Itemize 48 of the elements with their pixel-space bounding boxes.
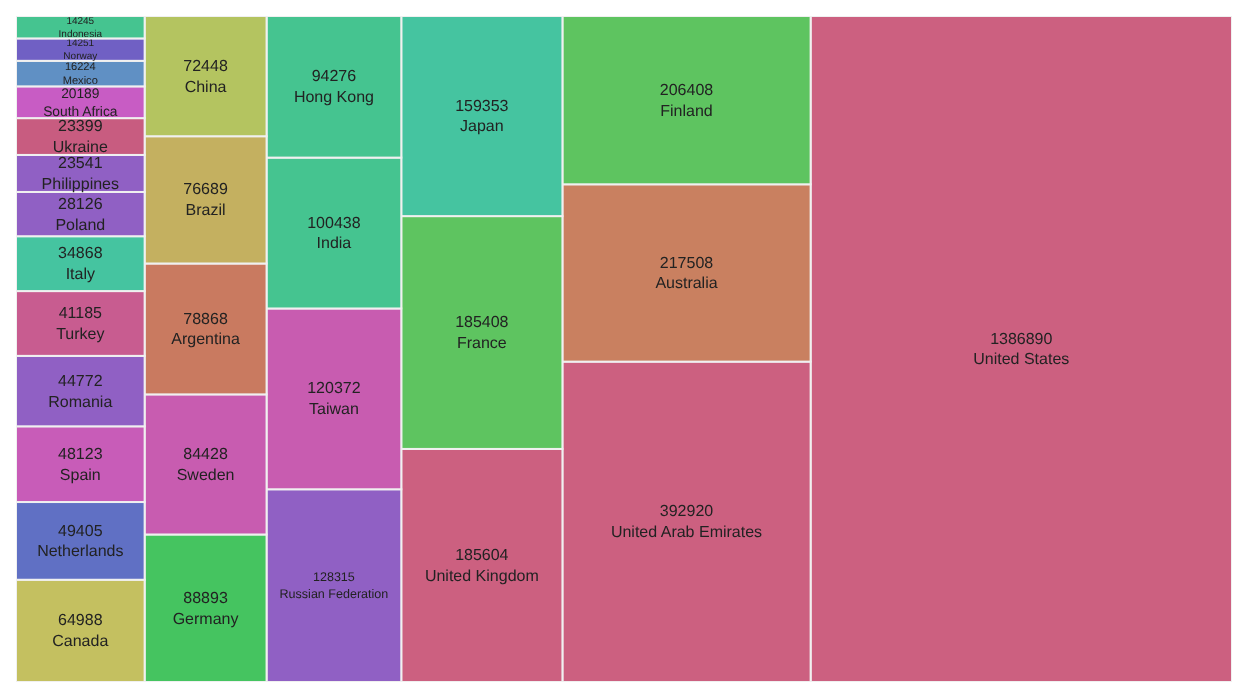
category-label: Australia [655, 274, 719, 293]
data-label: 49405 [58, 521, 104, 540]
category-label: Philippines [41, 174, 120, 193]
category-label: Italy [65, 265, 95, 284]
category-label: France [456, 333, 508, 352]
data-label: 28126 [58, 194, 104, 213]
category-label: Ukraine [52, 137, 109, 156]
data-label: 100438 [307, 213, 362, 232]
category-label: United Kingdom [424, 566, 540, 585]
data-label: 23541 [58, 154, 104, 173]
data-label: 34868 [58, 244, 104, 263]
data-label: 94276 [311, 67, 358, 86]
data-label: 23399 [58, 117, 104, 136]
category-label: Argentina [171, 330, 241, 349]
category-label: China [184, 77, 228, 96]
category-label: Netherlands [37, 542, 124, 561]
data-label: 48123 [58, 444, 104, 463]
data-label: 78868 [183, 309, 229, 328]
category-label: Sweden [176, 465, 235, 484]
data-label: 206408 [659, 80, 715, 99]
data-label: 84428 [183, 445, 229, 464]
data-label: 88893 [183, 588, 229, 607]
data-label: 159353 [455, 96, 510, 115]
data-label: 44772 [58, 371, 104, 390]
category-label: Canada [52, 632, 110, 651]
data-label: 185604 [455, 546, 510, 565]
category-label: Romania [48, 392, 114, 411]
data-label: 41185 [58, 304, 104, 323]
data-label: 217508 [659, 253, 715, 272]
data-label: 76689 [183, 180, 229, 199]
data-label: 185408 [455, 313, 510, 332]
category-label: Japan [460, 117, 504, 136]
category-label: Poland [55, 215, 106, 234]
category-label: Taiwan [309, 400, 359, 419]
category-label: United States [973, 350, 1070, 369]
category-label: United Arab Emirates [610, 523, 763, 542]
category-label: Finland [660, 101, 713, 120]
category-label: Brazil [185, 201, 227, 220]
category-label: Spain [59, 465, 101, 484]
data-label: 392920 [659, 502, 715, 521]
data-label: 72448 [183, 56, 229, 75]
category-label: Hong Kong [293, 88, 374, 107]
data-label: 120372 [307, 379, 362, 398]
data-label: 1386890 [990, 329, 1054, 348]
category-label: India [316, 234, 353, 253]
category-label: Turkey [56, 324, 105, 343]
category-label: Germany [172, 609, 239, 628]
data-label: 64988 [58, 611, 104, 630]
